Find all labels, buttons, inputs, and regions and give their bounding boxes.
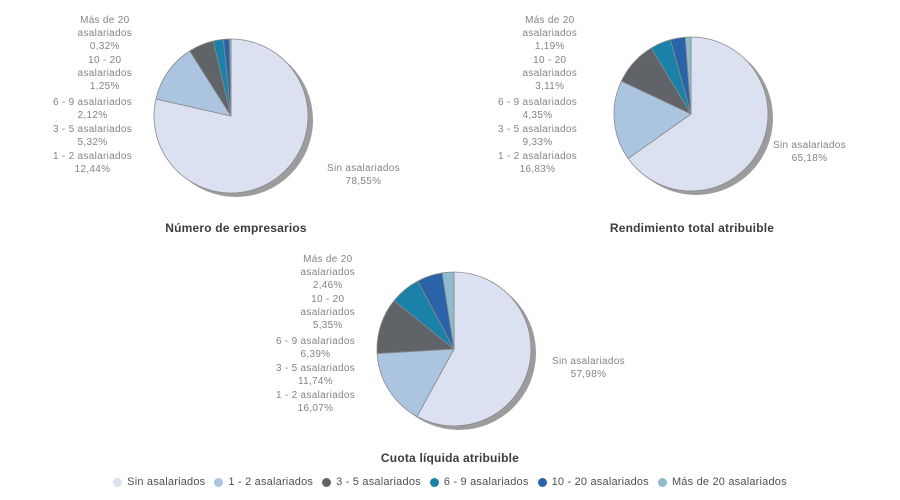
slice-label-10-20-asalariados: 10 - 20 asalariados 5,35% <box>300 294 355 331</box>
slice-label-sin-asalariados: Sin asalariados 65,18% <box>773 140 846 164</box>
legend-item-1-2-asalariados: 1 - 2 asalariados <box>214 476 313 488</box>
chart-cuota-liquida-atribuible: Más de 20 asalariados 2,46% 10 - 20 asal… <box>225 250 675 472</box>
legend-marker-10-20-asalariados-icon <box>537 477 547 487</box>
legend-item-6-9-asalariados: 6 - 9 asalariados <box>429 476 529 488</box>
pie-rendimiento-total-atribuible <box>613 36 773 195</box>
pie-slice-1-2-asalariados <box>613 80 692 159</box>
legend-label: 6 - 9 asalariados <box>443 476 529 488</box>
slice-label-1-2-asalariados: 1 - 2 asalariados 16,07% <box>275 390 355 414</box>
legend-marker-mas-de-20-asalariados-icon <box>657 477 667 487</box>
pie-slice-1-2-asalariados <box>155 50 232 117</box>
slice-label-6-9-asalariados: 6 - 9 asalariados 6,39% <box>275 336 355 360</box>
slice-label-6-9-asalariados: 6 - 9 asalariados 4,35% <box>497 97 577 121</box>
slice-label-10-20-asalariados: 10 - 20 asalariados 3,11% <box>522 55 577 92</box>
legend: Sin asalariados 1 - 2 asalariados 3 - 5 … <box>0 476 900 488</box>
legend-item-mas-de-20-asalariados: Más de 20 asalariados <box>657 476 787 488</box>
legend-label: 10 - 20 asalariados <box>551 476 649 488</box>
slice-label-mas-de-20-asalariados: Más de 20 asalariados 0,32% <box>77 15 132 52</box>
slice-label-mas-de-20-asalariados: Más de 20 asalariados 1,19% <box>522 15 577 52</box>
legend-marker-3-5-asalariados-icon <box>322 477 332 487</box>
legend-item-3-5-asalariados: 3 - 5 asalariados <box>322 476 421 488</box>
legend-item-10-20-asalariados: 10 - 20 asalariados <box>537 476 649 488</box>
pie-slice-mas-de-20-asalariados <box>684 36 692 115</box>
pie-cuota-liquida-atribuible <box>376 271 536 430</box>
pie-slice-sin-asalariados <box>627 36 769 192</box>
slice-label-1-2-asalariados: 1 - 2 asalariados 16,83% <box>497 151 577 175</box>
pie-slice-1-2-asalariados <box>376 348 455 417</box>
pie-slice-sin-asalariados <box>416 271 532 427</box>
slice-label-sin-asalariados: Sin asalariados 78,55% <box>327 163 400 187</box>
slice-label-mas-de-20-asalariados: Más de 20 asalariados 2,46% <box>300 254 355 291</box>
legend-marker-sin-asalariados-icon <box>113 477 123 487</box>
slice-label-sin-asalariados: Sin asalariados 57,98% <box>552 356 625 380</box>
pie-numero-de-empresarios <box>153 38 313 197</box>
slice-label-10-20-asalariados: 10 - 20 asalariados 1,25% <box>77 55 132 92</box>
legend-label: Sin asalariados <box>127 476 206 488</box>
legend-marker-1-2-asalariados-icon <box>214 477 224 487</box>
slice-label-3-5-asalariados: 3 - 5 asalariados 9,33% <box>497 124 577 148</box>
legend-label: 1 - 2 asalariados <box>228 476 314 488</box>
slice-label-6-9-asalariados: 6 - 9 asalariados 2,12% <box>52 97 132 121</box>
slice-label-3-5-asalariados: 3 - 5 asalariados 11,74% <box>275 363 355 387</box>
chart-title-rendimiento-total-atribuible: Rendimiento total atribuible <box>609 221 775 235</box>
pie-slice-mas-de-20-asalariados <box>441 271 455 350</box>
legend-marker-6-9-asalariados-icon <box>429 477 439 487</box>
chart-rendimiento-total-atribuible: Más de 20 asalariados 1,19% 10 - 20 asal… <box>450 0 900 250</box>
slice-label-1-2-asalariados: 1 - 2 asalariados 12,44% <box>52 151 132 175</box>
slice-label-3-5-asalariados: 3 - 5 asalariados 5,32% <box>52 124 132 148</box>
pie-slice-mas-de-20-asalariados <box>229 38 232 117</box>
legend-label: 3 - 5 asalariados <box>336 476 421 488</box>
chart-title-cuota-liquida-atribuible: Cuota líquida atribuible <box>380 451 520 465</box>
legend-item-sin-asalariados: Sin asalariados <box>113 476 205 488</box>
chart-title-numero-de-empresarios: Número de empresarios <box>165 221 307 235</box>
chart-numero-de-empresarios: Más de 20 asalariados 0,32% 10 - 20 asal… <box>0 0 450 250</box>
legend-label: Más de 20 asalariados <box>671 476 787 488</box>
